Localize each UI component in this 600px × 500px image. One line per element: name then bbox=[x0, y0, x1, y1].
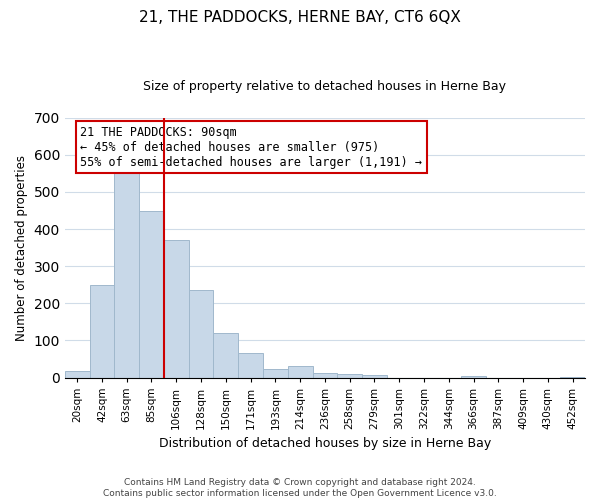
Bar bbox=[288, 366, 313, 378]
Y-axis label: Number of detached properties: Number of detached properties bbox=[15, 154, 28, 340]
Bar bbox=[263, 368, 288, 378]
Bar bbox=[65, 371, 89, 378]
Text: 21 THE PADDOCKS: 90sqm
← 45% of detached houses are smaller (975)
55% of semi-de: 21 THE PADDOCKS: 90sqm ← 45% of detached… bbox=[80, 126, 422, 168]
X-axis label: Distribution of detached houses by size in Herne Bay: Distribution of detached houses by size … bbox=[159, 437, 491, 450]
Bar bbox=[164, 240, 188, 378]
Bar bbox=[238, 352, 263, 378]
Bar bbox=[188, 290, 214, 378]
Bar bbox=[362, 374, 387, 378]
Bar bbox=[214, 333, 238, 378]
Bar bbox=[313, 372, 337, 378]
Bar bbox=[337, 374, 362, 378]
Bar bbox=[115, 160, 139, 378]
Bar bbox=[89, 286, 115, 378]
Text: 21, THE PADDOCKS, HERNE BAY, CT6 6QX: 21, THE PADDOCKS, HERNE BAY, CT6 6QX bbox=[139, 10, 461, 25]
Title: Size of property relative to detached houses in Herne Bay: Size of property relative to detached ho… bbox=[143, 80, 506, 93]
Bar bbox=[461, 376, 486, 378]
Text: Contains HM Land Registry data © Crown copyright and database right 2024.
Contai: Contains HM Land Registry data © Crown c… bbox=[103, 478, 497, 498]
Bar bbox=[560, 377, 585, 378]
Bar bbox=[139, 210, 164, 378]
